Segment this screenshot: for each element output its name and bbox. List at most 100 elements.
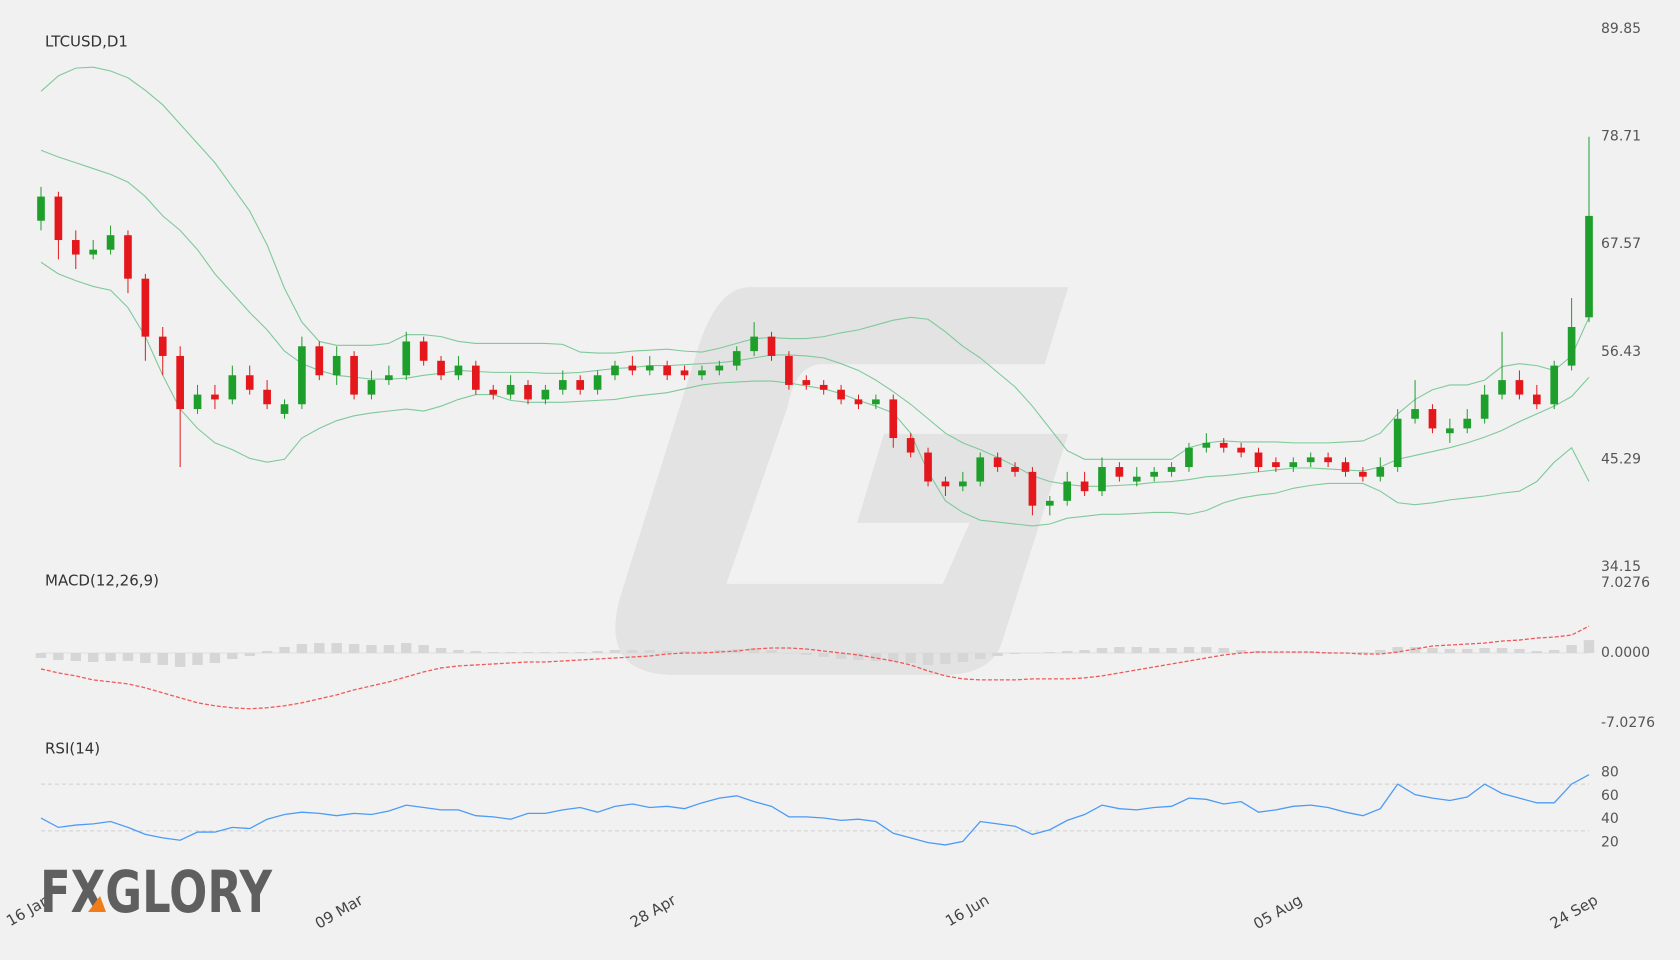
signal-line [40,625,1590,710]
y-tick-label: 60 [1601,788,1619,804]
histogram-bar [696,651,708,653]
candle-body [1585,215,1593,318]
histogram-bar [105,653,116,661]
candle-body [1272,462,1280,468]
histogram-bar [1079,650,1090,653]
candle-body [193,394,202,410]
histogram-bar [1114,647,1125,653]
histogram-bar [1148,648,1160,653]
histogram-bar [835,653,847,659]
candle-body [976,457,985,482]
candle-body [489,389,498,395]
y-tick-label: 78.71 [1601,129,1641,145]
candle-body [959,481,967,487]
candle-body [576,380,585,390]
y-tick-label: 45.29 [1601,451,1641,467]
histogram-bar [157,653,168,665]
candle-body [541,389,550,400]
histogram-bar [940,653,951,664]
histogram-bar [1131,647,1142,653]
histogram-bar [174,653,186,667]
histogram-bar [748,648,760,653]
candle-body [698,370,706,376]
histogram-bar [1009,653,1021,654]
candle-body [924,452,932,482]
histogram-bar [992,653,1003,656]
histogram-bar [957,653,969,662]
candle-body [1341,462,1350,472]
candle-body [1115,467,1124,477]
histogram-bar [314,643,325,653]
candle-body [245,375,254,390]
histogram-bar [488,652,499,653]
histogram-bar [87,653,99,662]
histogram-bar [1218,648,1229,653]
panel-title: LTCUSD,D1 [45,33,128,51]
histogram-bar [1061,651,1073,653]
candle-body [263,389,271,405]
candle-body [1498,380,1506,395]
y-tick-label: 20 [1601,835,1619,851]
candle-body [1550,365,1559,405]
histogram-bar [53,653,64,660]
histogram-bar [679,651,690,653]
candle-body [750,336,758,352]
candle-body [280,404,289,414]
histogram-bar [540,652,551,653]
histogram-bar [366,645,377,653]
indicator-line [40,774,1590,846]
histogram-bar [522,652,534,653]
candle-body [1567,326,1576,366]
candle-body [54,196,63,241]
histogram-bar [331,643,342,653]
histogram-bar [227,653,238,659]
y-tick-label: 40 [1601,811,1619,827]
histogram-bar [1514,649,1525,653]
candle-body [1132,476,1141,482]
candle-body [1359,471,1367,477]
histogram-bar [261,651,273,653]
histogram-bar [122,653,134,661]
histogram-bar [1375,650,1386,653]
histogram-bar [627,650,638,653]
candle-body [1202,442,1211,448]
candle-body [872,399,880,405]
histogram-bar [1201,647,1212,653]
histogram-bar [1235,650,1247,653]
candle-body [332,355,341,376]
candle-body [437,360,445,376]
candle-body [906,438,915,453]
histogram-bar [975,653,986,659]
y-tick-label: 89.85 [1601,21,1641,37]
candle-body [124,235,132,279]
histogram-bar [644,650,655,653]
watermark-g [615,287,1069,675]
candle-body [1532,394,1541,405]
candle-body [176,355,184,410]
candle-body [611,365,619,376]
y-tick-label: -7.0276 [1601,715,1655,731]
histogram-bar [557,652,569,653]
candle-body [1098,467,1106,492]
candle-body [1428,409,1437,429]
panel-title: MACD(12,26,9) [45,572,159,590]
histogram-bar [905,653,916,663]
candle-body [472,365,480,390]
histogram-bar [470,651,482,653]
y-tick-label: 67.57 [1601,236,1641,252]
histogram-bar [1566,645,1577,653]
candle-body [1219,442,1228,448]
bollinger-band [40,261,1590,527]
histogram-bar [1531,651,1543,653]
histogram-bar [1166,648,1177,653]
candle-body [298,346,306,405]
histogram-bar [661,651,673,653]
histogram-bar [401,643,412,653]
candle-body [558,380,567,390]
candle-body [89,249,98,255]
histogram-bar [383,645,395,653]
histogram-bar [1096,648,1108,653]
logo-accent [88,896,106,912]
candle-body [506,384,515,395]
candle-body [993,457,1002,468]
